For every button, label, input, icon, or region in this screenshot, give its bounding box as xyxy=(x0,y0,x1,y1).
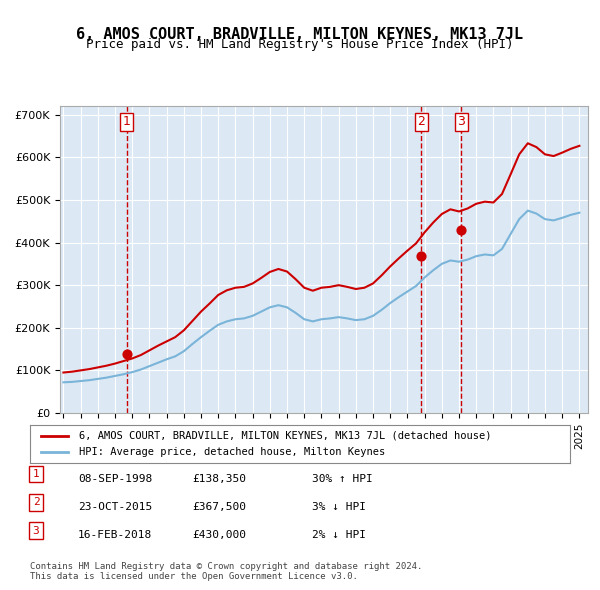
Point xyxy=(122,349,132,359)
Text: 30% ↑ HPI: 30% ↑ HPI xyxy=(312,474,373,484)
Text: 2: 2 xyxy=(32,497,40,507)
Text: £430,000: £430,000 xyxy=(192,530,246,540)
Text: 2% ↓ HPI: 2% ↓ HPI xyxy=(312,530,366,540)
Text: Price paid vs. HM Land Registry's House Price Index (HPI): Price paid vs. HM Land Registry's House … xyxy=(86,38,514,51)
Text: 1: 1 xyxy=(123,116,131,129)
Text: 08-SEP-1998: 08-SEP-1998 xyxy=(78,474,152,484)
Point xyxy=(416,252,426,261)
Text: 3: 3 xyxy=(457,116,465,129)
Point xyxy=(456,225,466,234)
Text: 1: 1 xyxy=(32,469,40,479)
Text: £138,350: £138,350 xyxy=(192,474,246,484)
Text: 2: 2 xyxy=(418,116,425,129)
Text: 6, AMOS COURT, BRADVILLE, MILTON KEYNES, MK13 7JL (detached house): 6, AMOS COURT, BRADVILLE, MILTON KEYNES,… xyxy=(79,431,491,441)
Text: 16-FEB-2018: 16-FEB-2018 xyxy=(78,530,152,540)
Text: 23-OCT-2015: 23-OCT-2015 xyxy=(78,502,152,512)
Text: Contains HM Land Registry data © Crown copyright and database right 2024.
This d: Contains HM Land Registry data © Crown c… xyxy=(30,562,422,581)
Text: 6, AMOS COURT, BRADVILLE, MILTON KEYNES, MK13 7JL: 6, AMOS COURT, BRADVILLE, MILTON KEYNES,… xyxy=(76,27,524,41)
Text: 3% ↓ HPI: 3% ↓ HPI xyxy=(312,502,366,512)
Text: HPI: Average price, detached house, Milton Keynes: HPI: Average price, detached house, Milt… xyxy=(79,447,385,457)
Text: £367,500: £367,500 xyxy=(192,502,246,512)
Text: 3: 3 xyxy=(32,526,40,536)
